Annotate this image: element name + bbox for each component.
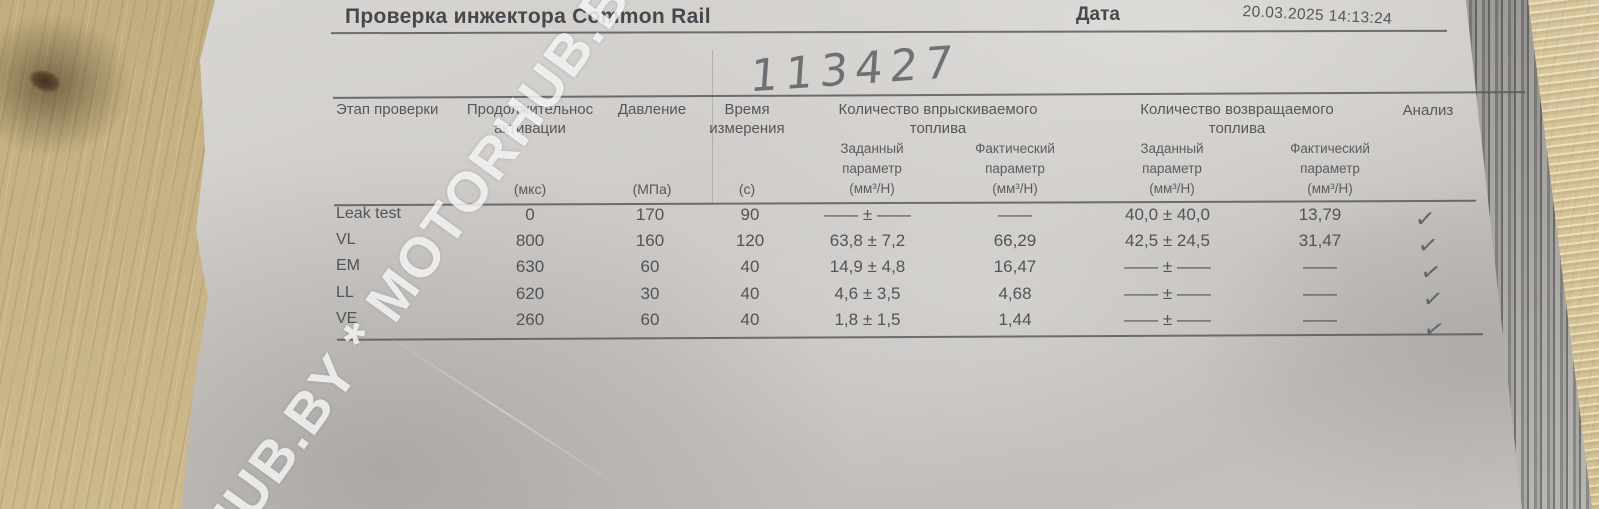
header-duration: Продолжительнос активации: [430, 100, 630, 138]
cell-stage: LL: [336, 284, 354, 301]
subheader-injected-actual: Фактический параметр (мм³/Н): [940, 139, 1090, 199]
paper-fold-highlight: [378, 330, 632, 496]
title-underline: [330, 29, 1448, 35]
cell-returned-actual: ——: [1303, 284, 1337, 303]
cell-returned-actual: ——: [1303, 310, 1337, 329]
cell-injected-actual: ——: [998, 205, 1032, 224]
cell-returned-setpoint: —— ± ——: [1124, 284, 1211, 303]
table-row: Leak test 0 170 90 —— ± —— —— 40,0 ± 40,…: [336, 204, 1460, 234]
cell-injected-actual: 1,44: [998, 310, 1032, 329]
header-returned-line2: топлива: [1208, 120, 1266, 137]
subheader-line: параметр: [985, 161, 1045, 176]
cell-pressure: 160: [635, 231, 665, 250]
cell-returned-actual: ——: [1303, 257, 1337, 276]
cell-injected-setpoint: 63,8 ± 7,2: [829, 231, 906, 250]
cell-analysis: ✓: [1390, 204, 1460, 234]
cell-activation: 620: [515, 284, 545, 303]
header-injected-line1: Количество впрыскиваемого: [838, 101, 1038, 118]
header-time-line1: Время: [724, 101, 770, 118]
unit-duration: (мкс): [513, 181, 547, 197]
table-row: EM 630 60 40 14,9 ± 4,8 16,47 —— ± —— ——…: [336, 256, 1460, 288]
cell-activation: 0: [525, 205, 535, 224]
subheader-returned-actual: Фактический параметр (мм³/Н): [1255, 139, 1405, 199]
cell-time: 40: [740, 257, 760, 276]
cell-returned-setpoint: —— ± ——: [1124, 310, 1211, 329]
header-returned-group: Количество возвращаемого топлива: [1086, 100, 1388, 138]
header-analysis: Анализ: [1402, 102, 1454, 119]
subheader-line: Фактический: [975, 141, 1055, 156]
cell-pressure: 170: [635, 205, 665, 224]
date-value: 20.03.2025 14:13:24: [1242, 3, 1393, 28]
analysis-checkmark: ✓: [1413, 204, 1437, 234]
cell-returned-actual: 13,79: [1298, 205, 1342, 224]
cell-returned-setpoint: 42,5 ± 24,5: [1125, 231, 1210, 250]
header-time-line2: измерения: [709, 120, 785, 137]
header-time: Время измерения: [693, 100, 801, 138]
cell-analysis: ✓: [1390, 230, 1460, 261]
header-pressure: Давление: [617, 101, 687, 118]
cell-time: 120: [735, 231, 765, 250]
subheader-line: Заданный: [840, 141, 904, 156]
cell-time: 90: [740, 205, 760, 224]
table-row: LL 620 30 40 4,6 ± 3,5 4,68 —— ± —— —— ✓: [336, 284, 1460, 315]
cell-pressure: 30: [640, 284, 660, 303]
wood-shadow: [0, 0, 160, 180]
cell-activation: 800: [515, 231, 545, 250]
subheader-unit: (мм³/Н): [1149, 181, 1195, 196]
page-title: Проверка инжектора Common Rail: [345, 5, 711, 28]
cell-pressure: 60: [640, 310, 660, 329]
cell-injected-actual: 4,68: [998, 284, 1032, 303]
cell-stage: VE: [336, 310, 358, 327]
cell-stage: VL: [336, 231, 356, 248]
unit-pressure: (МПа): [632, 181, 672, 197]
table-row: VE 260 60 40 1,8 ± 1,5 1,44 —— ± —— —— ✓: [336, 310, 1460, 345]
cell-injected-actual: 16,47: [993, 257, 1037, 276]
cell-activation: 630: [515, 257, 545, 276]
header-returned-line1: Количество возвращаемого: [1140, 101, 1334, 118]
handwritten-injector-number: 113427: [748, 36, 962, 103]
header-duration-line2: активации: [494, 120, 566, 137]
subheader-line: Заданный: [1140, 141, 1204, 156]
subheader-injected-setpoint: Заданный параметр (мм³/Н): [797, 139, 947, 199]
analysis-checkmark: ✓: [1420, 313, 1448, 346]
subheader-line: параметр: [842, 161, 902, 176]
paper-crease: [712, 50, 713, 205]
cell-activation: 260: [515, 310, 545, 329]
cell-injected-setpoint: 1,8 ± 1,5: [834, 310, 901, 329]
subheader-unit: (мм³/Н): [992, 181, 1038, 196]
cell-injected-actual: 66,29: [993, 231, 1037, 250]
header-duration-line1: Продолжительнос: [466, 101, 594, 118]
cell-stage: Leak test: [336, 205, 401, 222]
cell-time: 40: [740, 284, 760, 303]
cell-injected-setpoint: 14,9 ± 4,8: [829, 257, 906, 276]
date-label: Дата: [1076, 4, 1120, 25]
cell-returned-setpoint: 40,0 ± 40,0: [1125, 205, 1210, 224]
table-top-border: [333, 91, 1525, 99]
cell-stage: EM: [336, 257, 360, 274]
subheader-unit: (мм³/Н): [849, 181, 895, 196]
cell-returned-setpoint: —— ± ——: [1124, 257, 1211, 276]
cell-pressure: 60: [640, 257, 660, 276]
cell-analysis: ✓: [1390, 284, 1460, 315]
header-injected-group: Количество впрыскиваемого топлива: [790, 100, 1086, 138]
header-injected-line2: топлива: [909, 120, 967, 137]
table-row: VL 800 160 120 63,8 ± 7,2 66,29 42,5 ± 2…: [336, 230, 1460, 261]
cell-analysis: ✓: [1390, 256, 1460, 288]
cell-injected-setpoint: —— ± ——: [824, 205, 911, 224]
cell-time: 40: [740, 310, 760, 329]
subheader-returned-setpoint: Заданный параметр (мм³/Н): [1097, 139, 1247, 199]
header-stage: Этап проверки: [336, 101, 439, 118]
subheader-line: параметр: [1300, 161, 1360, 176]
subheader-line: Фактический: [1290, 141, 1370, 156]
cell-analysis: ✓: [1390, 310, 1460, 345]
subheader-unit: (мм³/Н): [1307, 181, 1353, 196]
unit-time: (с): [738, 181, 756, 197]
subheader-line: параметр: [1142, 161, 1202, 176]
cell-injected-setpoint: 4,6 ± 3,5: [834, 284, 901, 303]
cell-returned-actual: 31,47: [1298, 231, 1342, 250]
